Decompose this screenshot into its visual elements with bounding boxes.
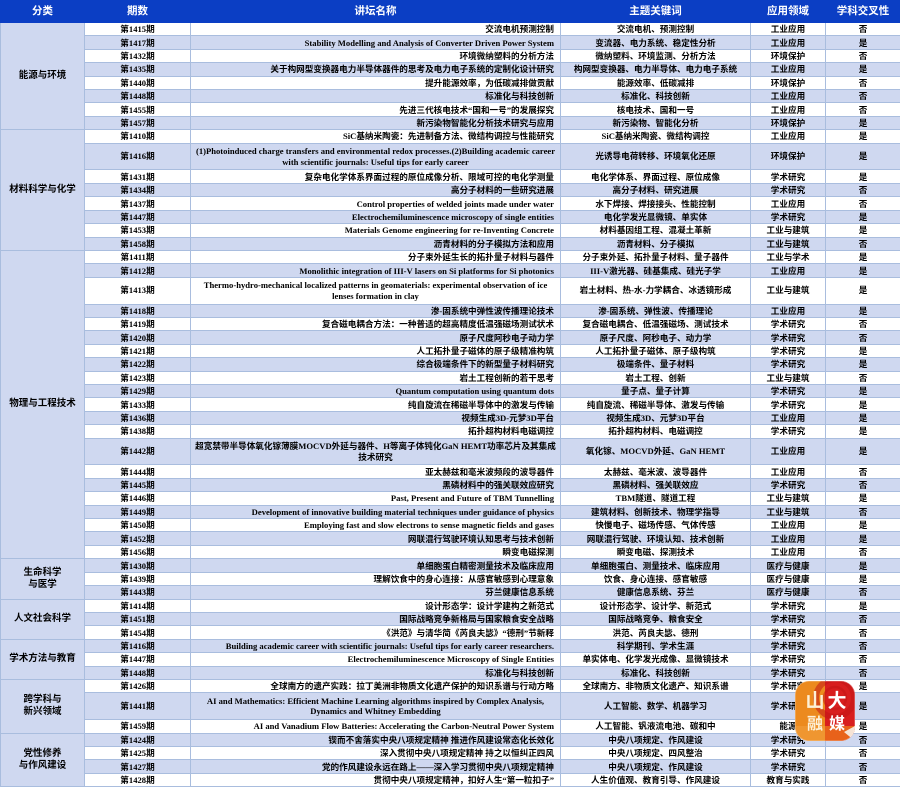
svg-text:媒: 媒 bbox=[829, 710, 845, 734]
svg-text:大: 大 bbox=[827, 686, 846, 713]
svg-text:融: 融 bbox=[807, 710, 823, 734]
svg-text:山: 山 bbox=[805, 686, 824, 713]
